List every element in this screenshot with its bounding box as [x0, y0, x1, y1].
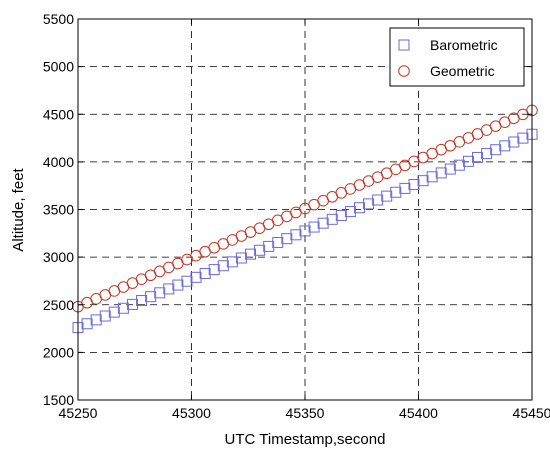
- barometric-point: [308, 221, 320, 233]
- barometric-point: [353, 202, 365, 214]
- barometric-point: [254, 244, 266, 256]
- y-tick-label: 5000: [43, 59, 74, 75]
- barometric-point: [399, 182, 411, 194]
- y-tick-label: 5500: [43, 11, 74, 27]
- series-layer: [72, 104, 538, 334]
- barometric-point: [335, 209, 347, 221]
- barometric-point: [417, 175, 429, 187]
- barometric-point: [99, 310, 111, 322]
- legend-box: [389, 27, 525, 87]
- series-barometric: [72, 128, 538, 334]
- barometric-point: [90, 314, 102, 326]
- barometric-point: [290, 229, 302, 241]
- barometric-point: [117, 302, 129, 314]
- barometric-point: [126, 298, 138, 310]
- barometric-point: [281, 233, 293, 245]
- barometric-point: [326, 213, 338, 225]
- legend-label-geometric: Geometric: [430, 63, 495, 79]
- x-axis-label: UTC Timestamp,second: [225, 431, 386, 448]
- barometric-point: [172, 279, 184, 291]
- barometric-point: [235, 252, 247, 264]
- barometric-point: [108, 306, 120, 318]
- barometric-point: [490, 144, 502, 156]
- barometric-point: [245, 248, 257, 260]
- legend: Barometric Geometric: [389, 27, 525, 87]
- barometric-point: [217, 260, 229, 272]
- barometric-point: [136, 295, 148, 307]
- barometric-point: [372, 194, 384, 206]
- barometric-point: [481, 148, 493, 160]
- x-tick-label: 45250: [59, 405, 98, 421]
- barometric-point: [154, 287, 166, 299]
- barometric-point: [181, 275, 193, 287]
- barometric-point: [462, 155, 474, 167]
- x-tick-label: 45400: [399, 405, 438, 421]
- barometric-point: [472, 151, 484, 163]
- x-tick-label: 45300: [172, 405, 211, 421]
- barometric-point: [208, 264, 220, 276]
- y-tick-label: 3500: [43, 202, 74, 218]
- y-tick-label: 4500: [43, 106, 74, 122]
- barometric-point: [390, 186, 402, 198]
- barometric-point: [145, 291, 157, 303]
- x-tick-label: 45450: [513, 405, 550, 421]
- barometric-point: [444, 163, 456, 175]
- barometric-point: [190, 271, 202, 283]
- barometric-point: [317, 217, 329, 229]
- barometric-point: [199, 267, 211, 279]
- barometric-point: [263, 240, 275, 252]
- y-tick-label: 2000: [43, 344, 74, 360]
- barometric-point: [163, 283, 175, 295]
- legend-square-marker: [398, 39, 410, 51]
- y-tick-label: 4000: [43, 154, 74, 170]
- barometric-point: [435, 167, 447, 179]
- barometric-point: [426, 171, 438, 183]
- legend-circle-marker: [398, 65, 410, 77]
- barometric-point: [453, 159, 465, 171]
- barometric-point: [344, 206, 356, 218]
- x-tick-label: 45350: [286, 405, 325, 421]
- barometric-point: [499, 140, 511, 152]
- barometric-point: [363, 198, 375, 210]
- barometric-point: [81, 318, 93, 330]
- barometric-point: [272, 237, 284, 249]
- barometric-point: [508, 136, 520, 148]
- barometric-point: [226, 256, 238, 268]
- y-tick-label: 3000: [43, 249, 74, 265]
- y-axis-label: Altitude, feet: [10, 167, 27, 251]
- barometric-point: [517, 132, 529, 144]
- legend-label-barometric: Barometric: [430, 37, 498, 53]
- axis-ticks: 45250 45300 45350 45400 45450 1500 2000 2500 300…: [43, 11, 550, 421]
- barometric-point: [299, 225, 311, 237]
- y-tick-label: 1500: [43, 392, 74, 408]
- barometric-point: [381, 190, 393, 202]
- barometric-point: [408, 179, 420, 191]
- y-tick-label: 2500: [43, 297, 74, 313]
